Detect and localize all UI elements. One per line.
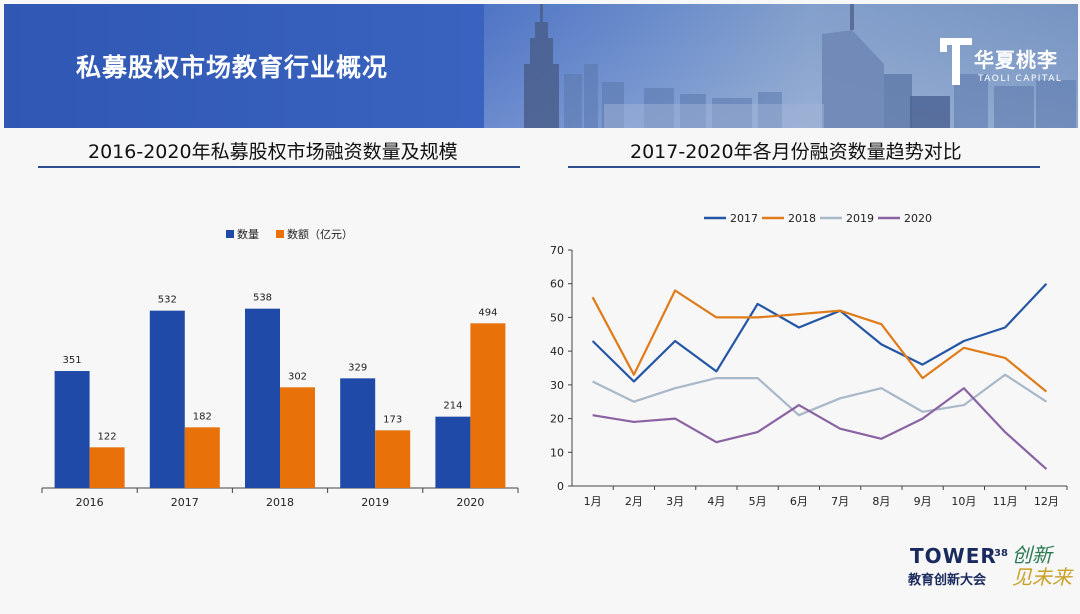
bar-chart: 数量 数额（亿元） 351 122 2016 532 182 2017 538 302 2018 32… — [41, 228, 519, 509]
y-tick-label: 70 — [550, 244, 564, 257]
x-tick-label: 11月 — [993, 495, 1018, 508]
company-logo: 华夏桃李 TAOLI CAPITAL — [938, 34, 1068, 94]
x-tick-label: 8月 — [872, 495, 890, 508]
bar-value-label: 351 — [63, 355, 82, 366]
x-tick-label: 2017 — [171, 496, 199, 509]
right-title-underline — [568, 166, 1040, 168]
line-chart: 2017 2018 2019 2020 0 10 20 30 40 50 60 70 1月 2月 3月 4月 5… — [550, 212, 1068, 508]
legend-label-2020: 2020 — [904, 212, 932, 225]
y-tick-label: 20 — [550, 413, 564, 426]
series-line-2018 — [591, 289, 1048, 393]
city-skyline-image — [484, 4, 1078, 128]
bar-value-label: 532 — [158, 295, 177, 306]
legend-label-2019: 2019 — [846, 212, 874, 225]
bar-2018-1 — [245, 308, 280, 488]
bar-value-label: 538 — [253, 293, 272, 304]
legend-swatch-1 — [226, 230, 234, 238]
x-tick-label: 9月 — [914, 495, 932, 508]
bar-value-label: 329 — [348, 362, 367, 373]
bar-2019-1 — [340, 378, 376, 488]
x-tick-label: 3月 — [666, 495, 684, 508]
header-banner: 私募股权市场教育行业概况 华夏桃李 TAOLI CAPITAL — [4, 4, 1078, 128]
bar-2020-1 — [435, 416, 471, 488]
series-line-2020 — [592, 387, 1048, 470]
logo-t-icon — [940, 38, 972, 85]
x-tick-label: 12月 — [1034, 495, 1059, 508]
x-tick-label: 6月 — [790, 495, 808, 508]
bar-2018-2 — [280, 387, 315, 488]
bar-2017-1 — [149, 310, 185, 488]
bar-2016-1 — [54, 371, 90, 488]
bar-value-label: 182 — [193, 411, 212, 422]
legend-label-2017: 2017 — [730, 212, 758, 225]
conference-name: 教育创新大会 — [908, 573, 987, 588]
conference-logo: TOWER 38 教育创新大会 创新 见未来 — [904, 544, 1074, 604]
y-tick-label: 0 — [557, 480, 564, 493]
tower-brand-number: 38 — [994, 548, 1008, 559]
x-tick-label: 2016 — [76, 496, 104, 509]
left-title-underline — [38, 166, 520, 168]
bar-value-label: 122 — [98, 431, 117, 442]
x-tick-label: 2月 — [625, 495, 643, 508]
logo-subtitle: TAOLI CAPITAL — [978, 74, 1063, 84]
x-tick-label: 2019 — [361, 496, 389, 509]
y-tick-label: 30 — [550, 379, 564, 392]
slogan-line1: 创新 — [1012, 543, 1052, 567]
series-line-2017 — [591, 282, 1048, 383]
x-tick-label: 4月 — [707, 495, 725, 508]
y-tick-label: 50 — [550, 311, 564, 324]
legend-label-1: 数量 — [237, 228, 259, 241]
left-chart-title: 2016-2020年私募股权市场融资数量及规模 — [88, 141, 458, 163]
bar-value-label: 494 — [478, 307, 497, 318]
bar-2016-2 — [89, 447, 125, 488]
legend-label-2: 数额（亿元） — [287, 228, 353, 241]
slogan-line2: 见未来 — [1012, 565, 1072, 589]
slide-title: 私募股权市场教育行业概况 — [76, 53, 389, 82]
legend-swatch-2 — [276, 230, 284, 238]
bar-value-label: 302 — [288, 371, 307, 382]
logo-name: 华夏桃李 — [974, 48, 1058, 72]
x-tick-label: 5月 — [749, 495, 767, 508]
bar-2019-2 — [375, 430, 411, 488]
bar-value-label: 214 — [443, 401, 462, 412]
right-chart-title: 2017-2020年各月份融资数量趋势对比 — [630, 141, 962, 163]
x-tick-label: 2018 — [266, 496, 294, 509]
x-tick-label: 10月 — [951, 495, 976, 508]
legend-label-2018: 2018 — [788, 212, 816, 225]
bar-value-label: 173 — [383, 414, 402, 425]
bar-2017-2 — [184, 427, 220, 488]
y-tick-label: 60 — [550, 278, 564, 291]
y-tick-label: 40 — [550, 345, 564, 358]
y-tick-label: 10 — [550, 446, 564, 459]
x-tick-label: 7月 — [831, 495, 849, 508]
tower-brand: TOWER — [910, 544, 997, 568]
slogan: 创新 见未来 — [1012, 544, 1072, 588]
series-line-2019 — [592, 373, 1048, 417]
x-tick-label: 1月 — [584, 495, 602, 508]
bar-2020-2 — [470, 323, 506, 488]
x-tick-label: 2020 — [456, 496, 484, 509]
